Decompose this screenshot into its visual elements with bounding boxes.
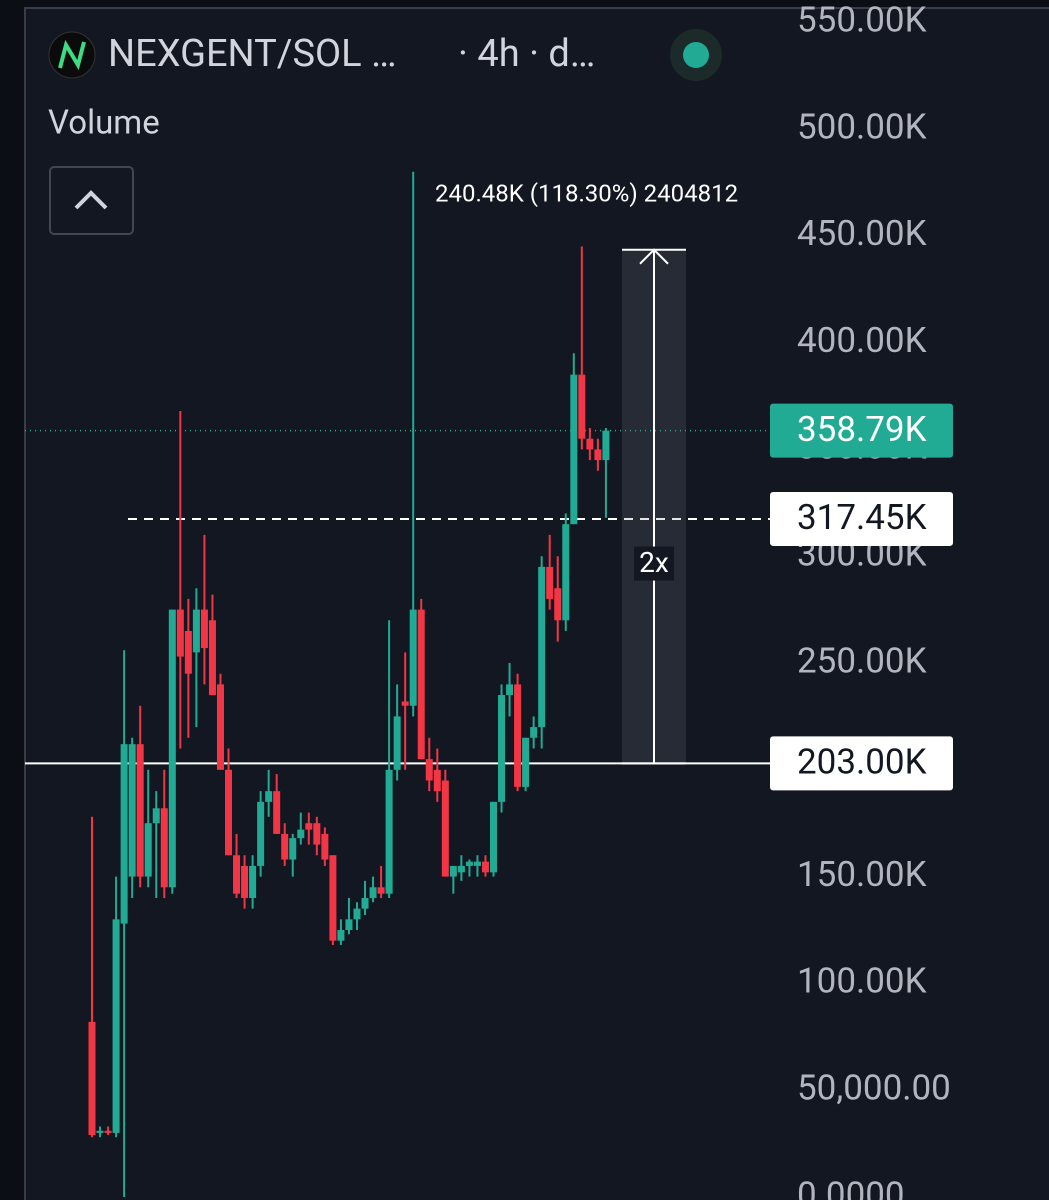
y-tick-label: 0.0000	[797, 1174, 905, 1200]
candle-body	[506, 684, 514, 696]
y-tick-label: 250.00K	[797, 640, 927, 681]
y-tick-label: 100.00K	[797, 961, 927, 1002]
candle-body	[313, 823, 321, 845]
candle-body	[385, 769, 393, 894]
candle-body	[546, 566, 554, 599]
candle-body	[329, 855, 337, 941]
candle-body	[369, 887, 377, 898]
candle-body	[152, 808, 160, 824]
candle-body	[473, 861, 481, 866]
candle-body	[377, 887, 385, 894]
candle-body	[184, 630, 192, 674]
candle-body	[530, 727, 538, 738]
candle-body	[112, 919, 120, 1133]
candle-body	[273, 791, 281, 834]
candle-body	[265, 791, 273, 802]
candle-body	[433, 769, 441, 792]
y-tick-label: 400.00K	[797, 320, 927, 361]
candle-body	[200, 609, 208, 649]
candle-body	[225, 769, 233, 856]
candle-body	[297, 829, 305, 839]
candle-body	[96, 1130, 104, 1133]
candle-body	[586, 438, 594, 450]
candle-body	[538, 566, 546, 728]
candle-body	[425, 759, 433, 781]
candle-body	[321, 833, 329, 860]
candle-body	[168, 609, 176, 888]
collapse-button[interactable]	[49, 166, 134, 235]
candle-body	[176, 609, 184, 657]
price-label: 317.45K	[797, 497, 927, 538]
y-tick-label: 50,000.00	[797, 1067, 951, 1108]
candle-body	[514, 684, 522, 787]
plot-area: 2x 240.48K (118.30%) 2404812	[25, 171, 770, 1198]
candle-body	[289, 838, 297, 860]
candle-body	[88, 1021, 96, 1136]
y-tick-label: 550.00K	[797, 0, 927, 40]
candle-body	[361, 897, 369, 909]
candle-body	[578, 374, 586, 439]
candle-body	[208, 620, 216, 696]
candle-body	[562, 524, 570, 621]
candle-body	[465, 861, 473, 866]
status-dot	[683, 42, 709, 68]
candle-body	[216, 684, 224, 770]
candle-body	[498, 695, 506, 802]
candle-body	[441, 780, 449, 877]
candle-body	[417, 609, 425, 760]
price-label-box	[770, 491, 953, 546]
candle-body	[120, 744, 128, 924]
candle-body	[233, 855, 241, 894]
candle-body	[305, 823, 313, 830]
candle-body	[554, 588, 562, 621]
candle-body	[136, 744, 144, 877]
measure-arrowhead	[639, 248, 669, 265]
measure-label: 240.48K (118.30%) 2404812	[435, 179, 738, 207]
interval: · 4h · d…	[458, 32, 595, 76]
last-price-box	[770, 403, 953, 458]
collapse-icon	[74, 190, 108, 210]
overlay: 0.000050,000.00100.00K150.00K250.00K300.…	[770, 0, 953, 1200]
candle-body	[281, 833, 289, 860]
y-tick-label: 500.00K	[797, 106, 927, 147]
candle-body	[144, 823, 152, 877]
candle-body	[594, 449, 602, 461]
candle-body	[249, 865, 257, 898]
indicator-label: Volume	[48, 104, 160, 143]
candle-body	[257, 801, 265, 866]
candle-body	[401, 701, 409, 706]
candle-body	[570, 374, 578, 525]
candle-body	[457, 865, 465, 873]
measure-multiplier: 2x	[639, 546, 669, 579]
logo-mark	[58, 39, 86, 71]
candle-body	[192, 609, 200, 653]
candle-body	[481, 861, 489, 873]
measure-mult-bg	[634, 546, 674, 581]
price-label: 203.00K	[797, 742, 927, 783]
candle-body	[393, 716, 401, 770]
candle-body	[449, 865, 457, 877]
y-tick-label: 450.00K	[797, 213, 927, 254]
y-tick-label: 150.00K	[797, 854, 927, 895]
candle-body	[602, 430, 610, 461]
candle-body	[490, 801, 497, 873]
candle-body	[345, 919, 353, 931]
candle-body	[128, 744, 136, 877]
last-price-label: 358.79K	[797, 409, 927, 450]
candle-body	[409, 609, 417, 706]
price-label-box	[770, 736, 953, 791]
candle-body	[337, 930, 345, 941]
candle-body	[160, 808, 168, 888]
candle-body	[241, 865, 249, 898]
candle-body	[522, 737, 530, 787]
candle-body	[353, 908, 361, 920]
symbol: NEXGENT/SOL …	[108, 32, 397, 76]
candle-body	[104, 1130, 112, 1133]
